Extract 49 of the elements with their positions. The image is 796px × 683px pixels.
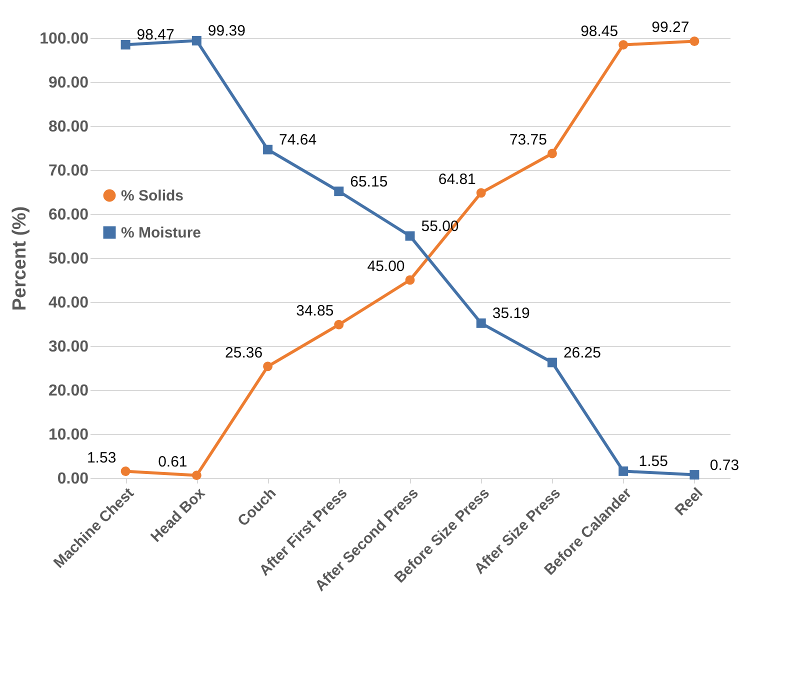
data-label: 98.47 — [136, 26, 174, 44]
y-tick-label: 90.00 — [48, 74, 89, 92]
y-tick-label: 100.00 — [40, 30, 89, 48]
data-label: 0.61 — [158, 453, 188, 470]
data-label: 26.25 — [563, 344, 601, 362]
y-tick-label: 30.00 — [48, 338, 89, 356]
y-axis-title: Percent (%) — [10, 206, 31, 311]
data-label: 73.75 — [509, 132, 547, 148]
data-label: 65.15 — [350, 173, 388, 190]
point — [690, 36, 700, 46]
point — [120, 40, 130, 50]
y-tick-label: 0.00 — [57, 470, 89, 488]
y-tick-label: 60.00 — [48, 206, 89, 224]
data-label: 74.64 — [279, 132, 317, 149]
y-tick-label: 50.00 — [48, 250, 89, 268]
legend-label: % Moisture — [121, 224, 202, 242]
data-label: 98.45 — [580, 22, 618, 40]
data-label: 34.85 — [296, 302, 334, 320]
point — [334, 320, 344, 330]
point — [618, 466, 628, 476]
data-label: 0.73 — [710, 456, 740, 474]
data-label: 45.00 — [367, 258, 405, 275]
point — [405, 231, 415, 241]
data-label: 1.55 — [638, 453, 668, 470]
point — [476, 188, 486, 198]
point — [334, 186, 344, 196]
point — [263, 144, 273, 154]
point — [192, 470, 202, 480]
point — [405, 275, 415, 285]
point — [120, 466, 130, 476]
point — [547, 148, 557, 158]
data-label: 99.39 — [208, 22, 246, 40]
point — [690, 470, 700, 480]
data-label: 25.36 — [225, 344, 263, 362]
y-tick-label: 70.00 — [48, 162, 89, 180]
y-tick-label: 80.00 — [48, 118, 89, 136]
data-label: 99.27 — [652, 19, 690, 36]
point — [547, 358, 557, 368]
y-tick-label: 40.00 — [48, 294, 89, 312]
point — [192, 36, 202, 46]
y-tick-label: 20.00 — [48, 382, 89, 400]
point — [263, 362, 273, 372]
point — [476, 318, 486, 328]
y-tick-label: 10.00 — [48, 426, 89, 444]
data-label: 64.81 — [438, 170, 476, 188]
legend-label: % Solids — [121, 188, 184, 204]
data-label: 1.53 — [86, 449, 116, 466]
data-label: 35.19 — [492, 305, 530, 322]
point — [618, 40, 628, 50]
